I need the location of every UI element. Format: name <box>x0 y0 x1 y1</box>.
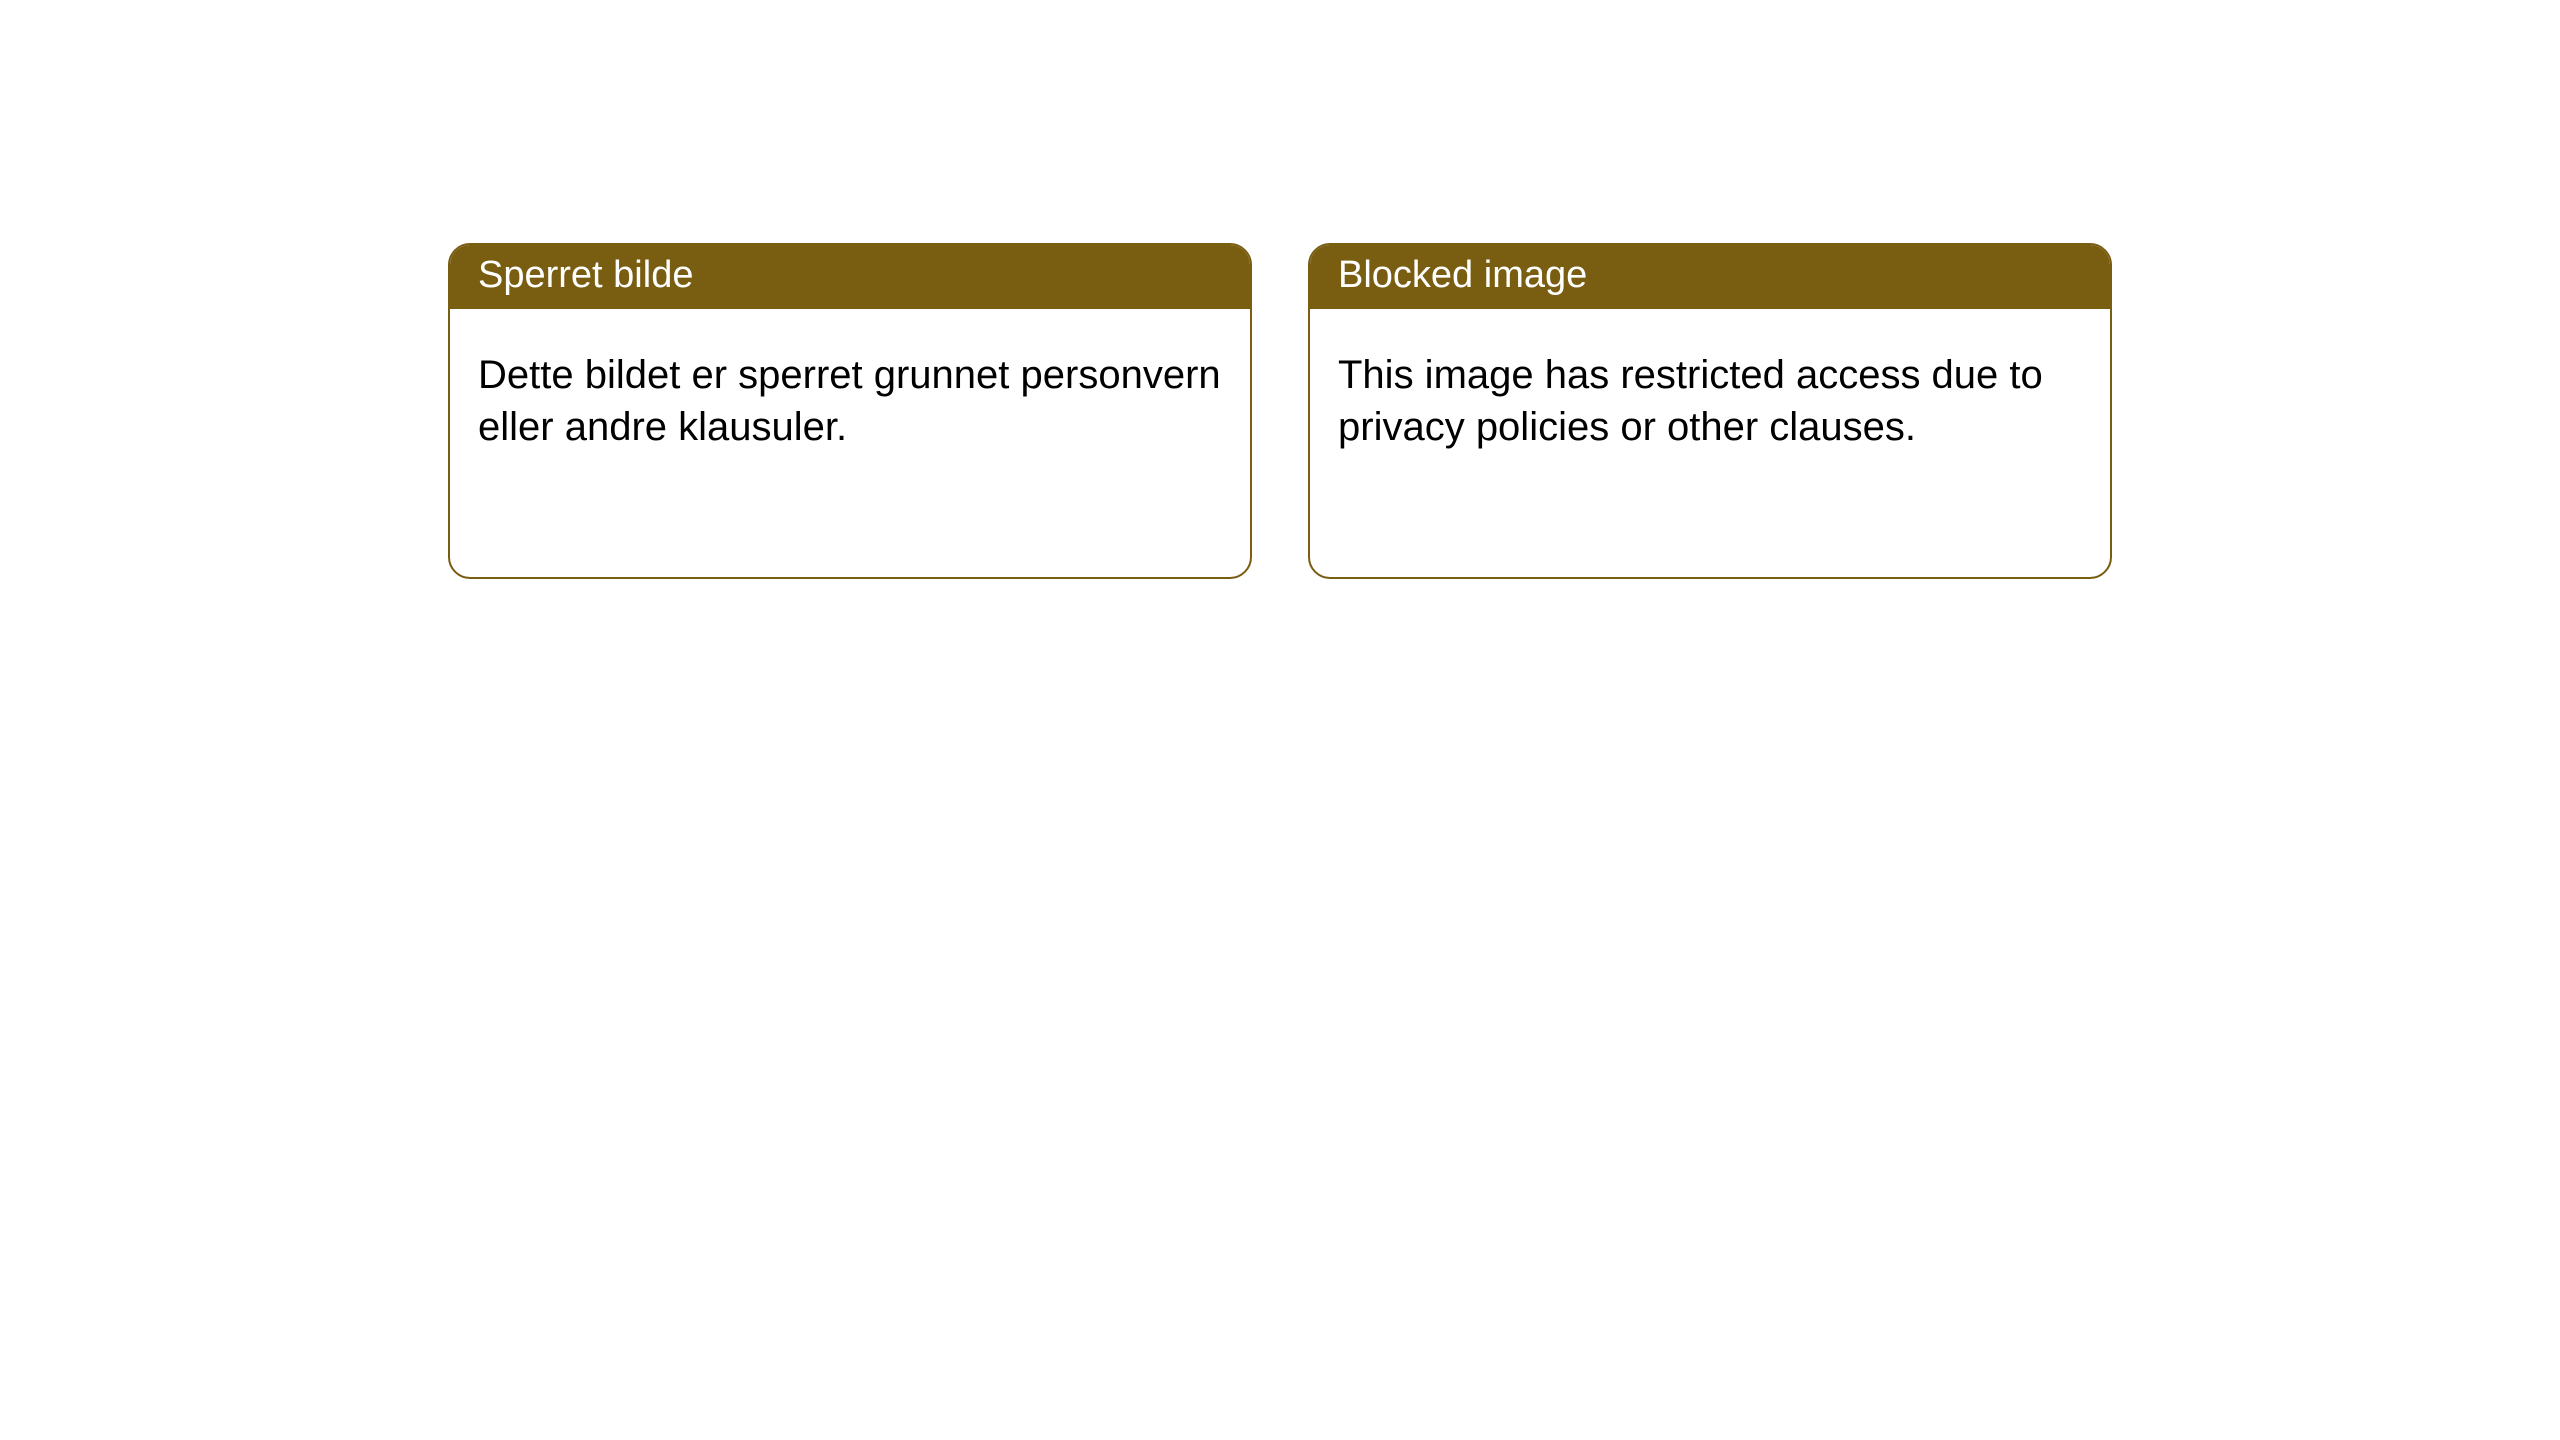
notice-container: Sperret bilde Dette bildet er sperret gr… <box>0 0 2560 579</box>
notice-text-english: This image has restricted access due to … <box>1338 353 2043 449</box>
notice-title-english: Blocked image <box>1338 254 1587 296</box>
notice-text-norwegian: Dette bildet er sperret grunnet personve… <box>478 353 1221 449</box>
notice-header-norwegian: Sperret bilde <box>450 245 1250 309</box>
notice-body-english: This image has restricted access due to … <box>1310 309 2110 577</box>
notice-card-english: Blocked image This image has restricted … <box>1308 243 2112 579</box>
notice-header-english: Blocked image <box>1310 245 2110 309</box>
notice-title-norwegian: Sperret bilde <box>478 254 693 296</box>
notice-body-norwegian: Dette bildet er sperret grunnet personve… <box>450 309 1250 577</box>
notice-card-norwegian: Sperret bilde Dette bildet er sperret gr… <box>448 243 1252 579</box>
